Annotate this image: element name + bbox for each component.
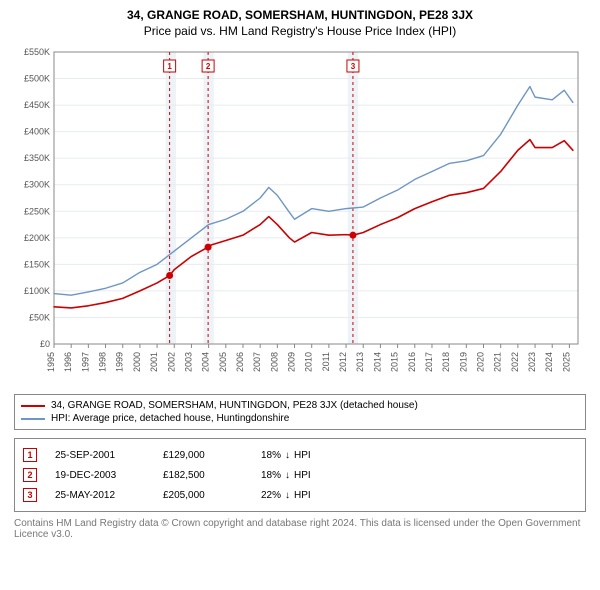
x-tick-label: 2016: [407, 352, 417, 372]
legend-swatch: [21, 405, 45, 407]
legend-label: HPI: Average price, detached house, Hunt…: [51, 413, 289, 424]
arrow-down-icon: ↓: [285, 490, 290, 501]
chart-svg: £0 £50K £100K £150K £200K £250K £300K £350K £400…: [14, 46, 586, 386]
sales-table: 1 25-SEP-2001 £129,000 18% ↓ HPI 2 19-DEC-2003 £…: [14, 438, 586, 512]
marker-number: 3: [351, 62, 356, 71]
sale-diff: 18% ↓ HPI: [261, 470, 311, 481]
y-tick-label: £500K: [24, 74, 50, 84]
sale-marker: 3: [23, 488, 37, 502]
chart-title: 34, GRANGE ROAD, SOMERSHAM, HUNTINGDON, …: [14, 8, 586, 22]
sale-marker: 2: [23, 468, 37, 482]
y-tick-label: £300K: [24, 180, 50, 190]
attribution-text: Contains HM Land Registry data © Crown c…: [14, 518, 586, 540]
sale-diff-pct: 18%: [261, 450, 281, 461]
x-tick-label: 1998: [98, 352, 108, 372]
x-tick-label: 2017: [424, 352, 434, 372]
legend-swatch: [21, 418, 45, 420]
x-tick-label: 2009: [287, 352, 297, 372]
legend: 34, GRANGE ROAD, SOMERSHAM, HUNTINGDON, …: [14, 394, 586, 430]
chart-subtitle: Price paid vs. HM Land Registry's House …: [14, 24, 586, 38]
sale-diff-pct: 18%: [261, 470, 281, 481]
y-tick-label: £450K: [24, 100, 50, 110]
x-tick-label: 1997: [80, 352, 90, 372]
sale-price: £205,000: [163, 490, 243, 501]
y-tick-label: £250K: [24, 206, 50, 216]
sale-diff-label: HPI: [294, 470, 311, 481]
y-tick-label: £100K: [24, 286, 50, 296]
x-tick-label: 2011: [321, 352, 331, 371]
x-tick-label: 2020: [476, 352, 486, 372]
y-tick-label: £350K: [24, 153, 50, 163]
sale-diff-label: HPI: [294, 450, 311, 461]
sale-diff-label: HPI: [294, 490, 311, 501]
x-tick-label: 1999: [115, 352, 125, 372]
y-tick-label: £550K: [24, 47, 50, 57]
y-tick-label: £150K: [24, 259, 50, 269]
x-tick-label: 2015: [390, 352, 400, 372]
x-tick-label: 2000: [132, 352, 142, 372]
x-tick-label: 2023: [527, 352, 537, 372]
x-tick-label: 2005: [218, 352, 228, 372]
legend-item: HPI: Average price, detached house, Hunt…: [21, 412, 579, 425]
sale-diff-pct: 22%: [261, 490, 281, 501]
x-tick-label: 2025: [561, 352, 571, 372]
y-tick-label: £0: [40, 339, 50, 349]
x-tick-label: 2003: [183, 352, 193, 372]
arrow-down-icon: ↓: [285, 450, 290, 461]
sale-price: £129,000: [163, 450, 243, 461]
x-tick-label: 2024: [544, 352, 554, 372]
marker-number: 1: [167, 62, 172, 71]
marker-number: 2: [206, 62, 211, 71]
x-tick-label: 2001: [149, 352, 159, 372]
x-tick-label: 1995: [46, 352, 56, 372]
legend-item: 34, GRANGE ROAD, SOMERSHAM, HUNTINGDON, …: [21, 399, 579, 412]
x-tick-label: 2010: [304, 352, 314, 372]
sale-row: 3 25-MAY-2012 £205,000 22% ↓ HPI: [23, 485, 577, 505]
sale-row: 1 25-SEP-2001 £129,000 18% ↓ HPI: [23, 445, 577, 465]
x-tick-label: 2007: [252, 352, 262, 372]
sale-diff: 22% ↓ HPI: [261, 490, 311, 501]
price-chart: £0 £50K £100K £150K £200K £250K £300K £350K £400…: [14, 46, 586, 386]
sale-marker: 1: [23, 448, 37, 462]
x-tick-label: 2022: [510, 352, 520, 372]
y-tick-label: £200K: [24, 233, 50, 243]
legend-label: 34, GRANGE ROAD, SOMERSHAM, HUNTINGDON, …: [51, 400, 418, 411]
x-tick-label: 2002: [166, 352, 176, 372]
sale-diff: 18% ↓ HPI: [261, 450, 311, 461]
sale-date: 25-MAY-2012: [55, 490, 145, 501]
sale-date: 19-DEC-2003: [55, 470, 145, 481]
x-tick-label: 2006: [235, 352, 245, 372]
x-tick-label: 1996: [63, 352, 73, 372]
x-tick-label: 2004: [201, 352, 211, 372]
sale-row: 2 19-DEC-2003 £182,500 18% ↓ HPI: [23, 465, 577, 485]
x-tick-label: 2008: [269, 352, 279, 372]
x-tick-label: 2014: [372, 352, 382, 372]
x-tick-label: 2012: [338, 352, 348, 372]
x-tick-label: 2013: [355, 352, 365, 372]
x-tick-label: 2019: [458, 352, 468, 372]
x-tick-label: 2018: [441, 352, 451, 372]
x-tick-label: 2021: [493, 352, 503, 372]
y-tick-label: £50K: [29, 312, 50, 322]
y-tick-label: £400K: [24, 127, 50, 137]
sale-date: 25-SEP-2001: [55, 450, 145, 461]
sale-price: £182,500: [163, 470, 243, 481]
arrow-down-icon: ↓: [285, 470, 290, 481]
